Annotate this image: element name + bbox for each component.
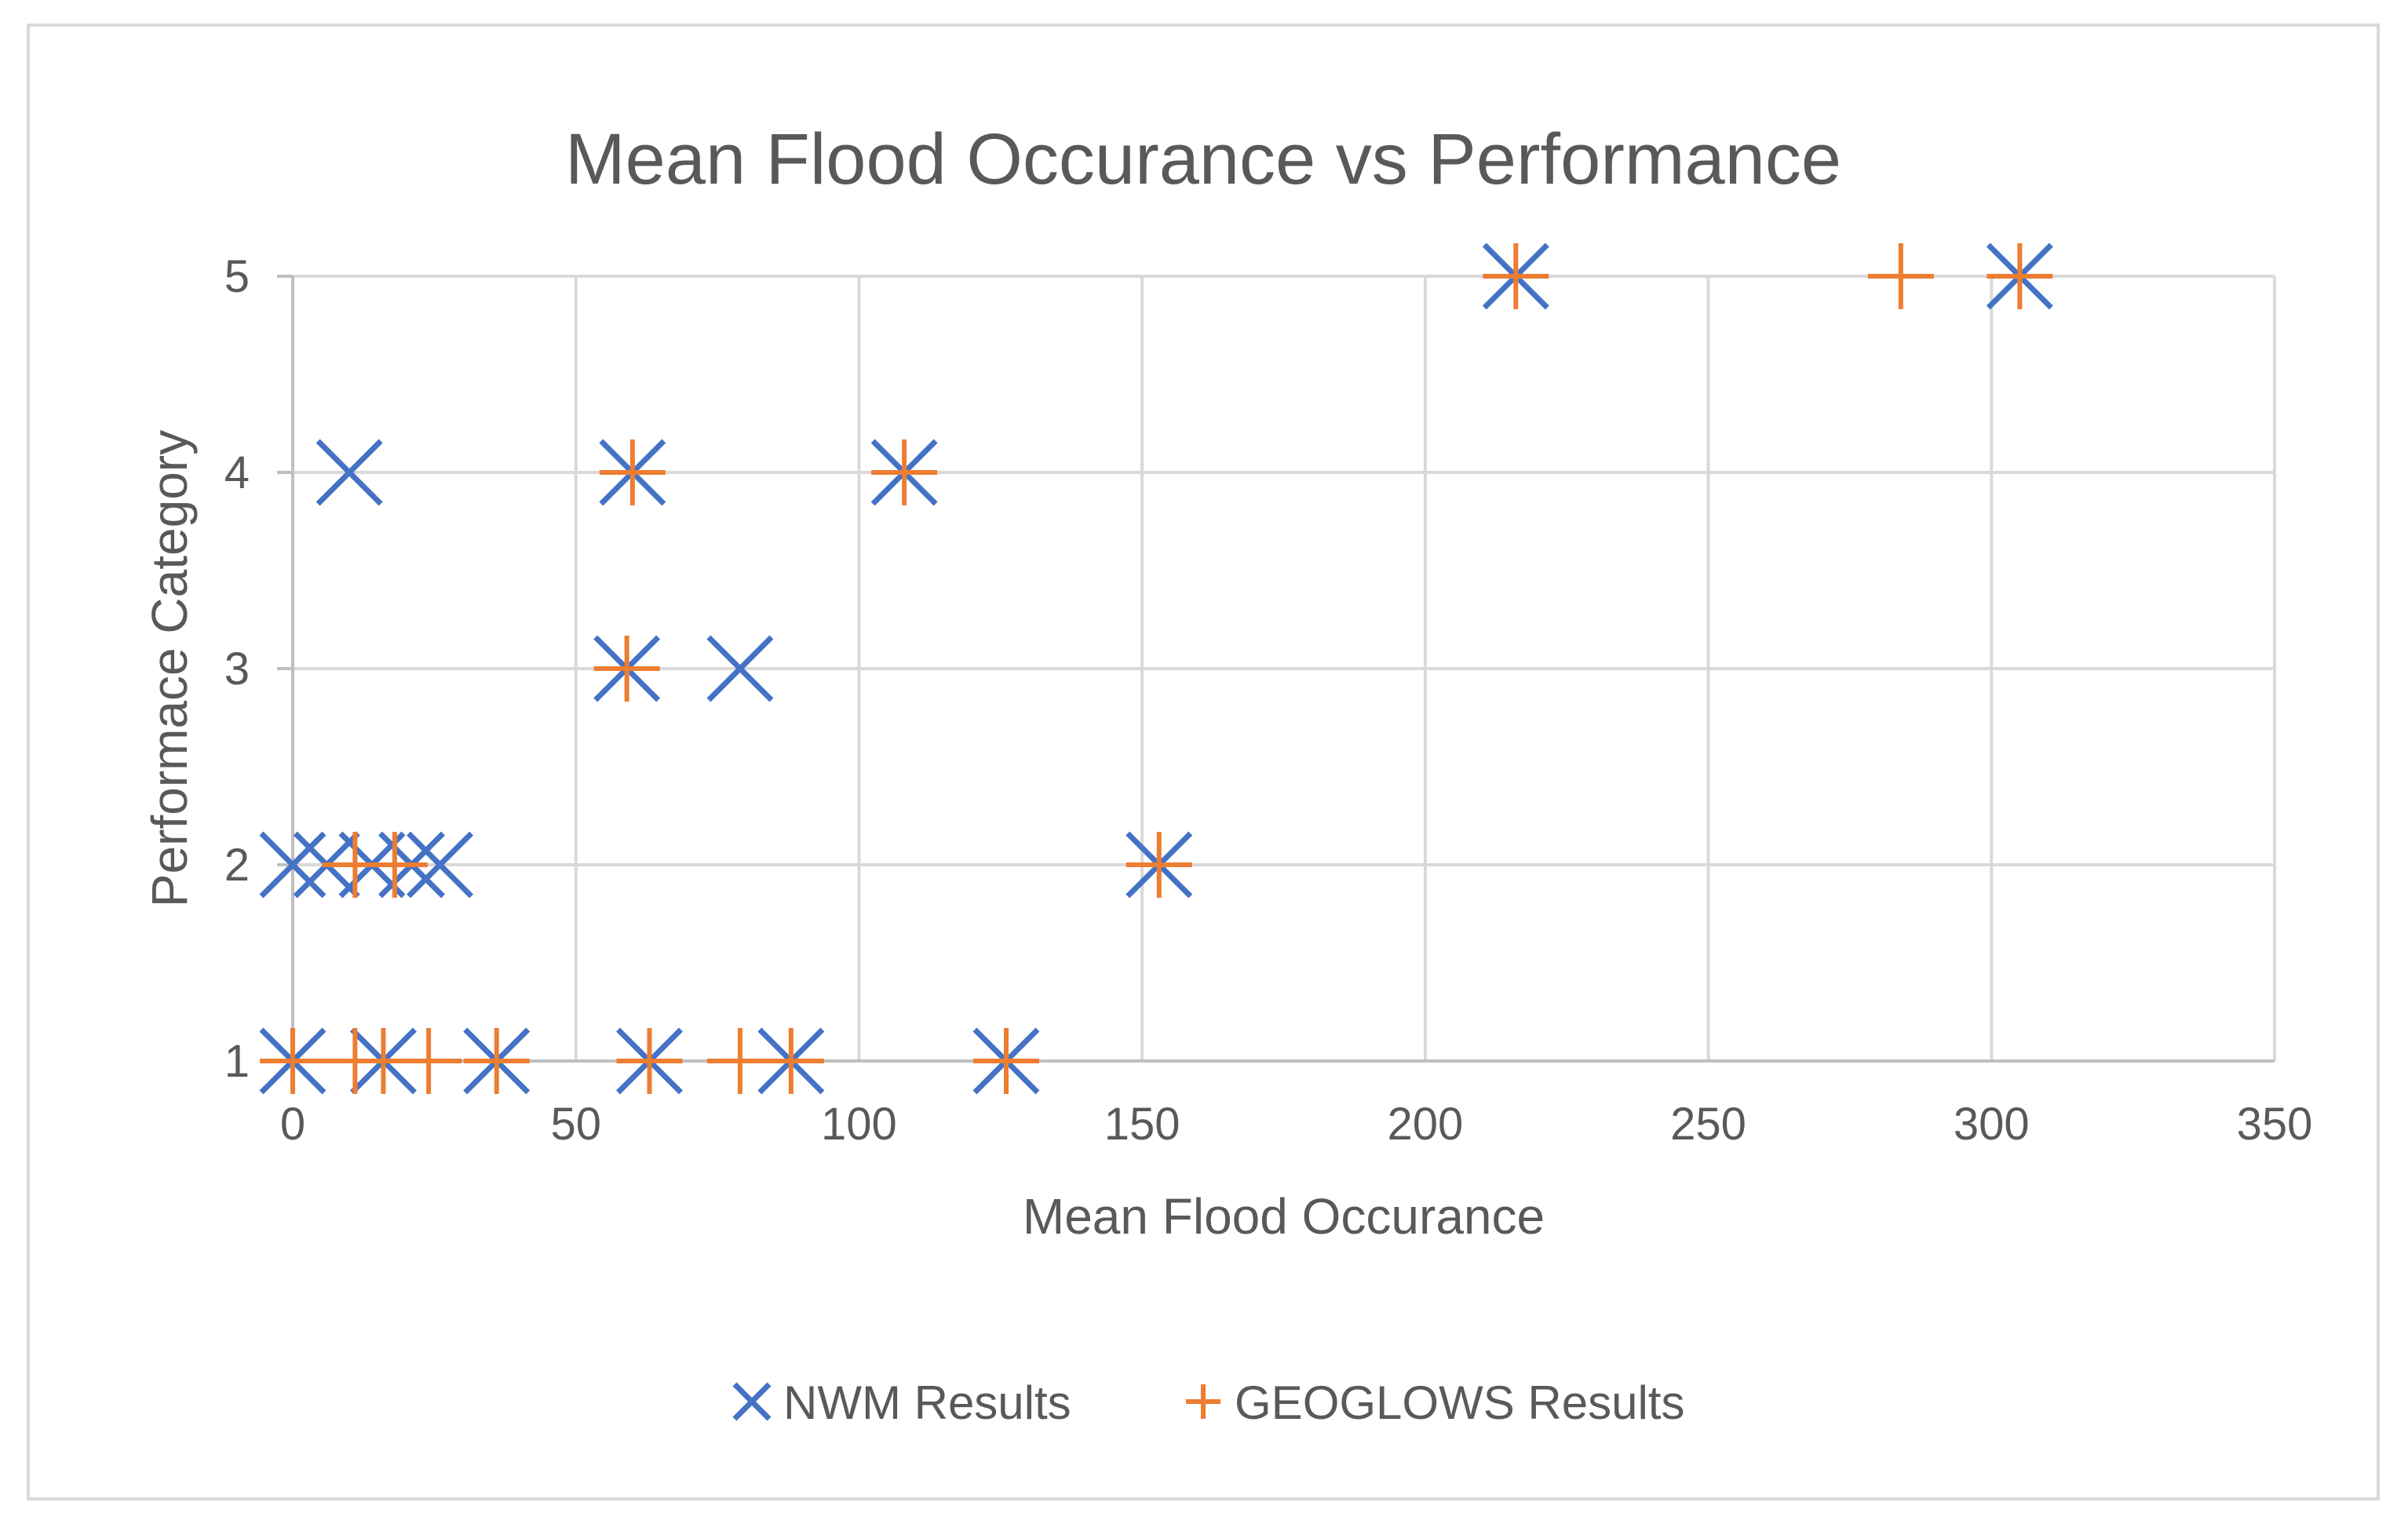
y-axis-title: Performace Category — [141, 430, 198, 907]
nwm-point — [259, 831, 327, 899]
nwm-point — [407, 831, 474, 899]
y-tick-label: 3 — [224, 644, 250, 695]
geoglows-point — [1126, 832, 1192, 898]
legend-geoglows-label: GEOGLOWS Results — [1235, 1376, 1684, 1429]
legend-nwm-marker — [732, 1382, 772, 1421]
geoglows-point — [1483, 243, 1549, 309]
x-tick-label: 350 — [2237, 1099, 2313, 1150]
geoglows-point — [757, 1028, 824, 1094]
nwm-point — [706, 635, 774, 702]
x-tick-label: 100 — [821, 1099, 897, 1150]
y-tick-label: 5 — [224, 251, 250, 302]
chart-frame: Mean Flood Occurance vs Performance 0 50 1… — [27, 24, 2380, 1500]
geoglows-point — [463, 1028, 530, 1094]
geoglows-point — [593, 636, 660, 702]
legend-nwm-label: NWM Results — [783, 1376, 1071, 1429]
scatter-chart: Mean Flood Occurance vs Performance 0 50 1… — [141, 119, 2313, 1429]
y-tick-label: 4 — [224, 447, 250, 498]
x-tick-label: 200 — [1387, 1099, 1463, 1150]
geoglows-point — [599, 439, 666, 505]
x-tick-label: 0 — [280, 1099, 305, 1150]
data-points — [259, 242, 2053, 1095]
chart-title: Mean Flood Occurance vs Performance — [565, 119, 1841, 199]
geoglows-point — [260, 1028, 326, 1094]
x-tick-label: 300 — [1954, 1099, 2030, 1150]
geoglows-point — [1867, 243, 1934, 309]
legend-geoglows-marker — [1186, 1384, 1220, 1419]
geoglows-point — [396, 1028, 462, 1094]
geoglows-point — [973, 1028, 1039, 1094]
x-tick-label: 150 — [1104, 1099, 1180, 1150]
geoglows-point — [616, 1028, 683, 1094]
legend: NWM Results GEOGLOWS Results — [732, 1376, 1684, 1429]
y-tick-label: 2 — [224, 840, 250, 891]
tick-labels: 0 50 100 150 200 250 300 350 1 2 3 4 5 — [224, 251, 2313, 1150]
geoglows-point — [871, 439, 938, 505]
nwm-point — [316, 439, 383, 506]
y-tick-label: 1 — [224, 1036, 250, 1087]
x-axis-title: Mean Flood Occurance — [1023, 1188, 1545, 1245]
x-tick-label: 50 — [550, 1099, 601, 1150]
gridlines — [293, 275, 2276, 1061]
geoglows-point — [1987, 243, 2053, 309]
geoglows-point — [361, 832, 428, 898]
x-tick-label: 250 — [1670, 1099, 1746, 1150]
